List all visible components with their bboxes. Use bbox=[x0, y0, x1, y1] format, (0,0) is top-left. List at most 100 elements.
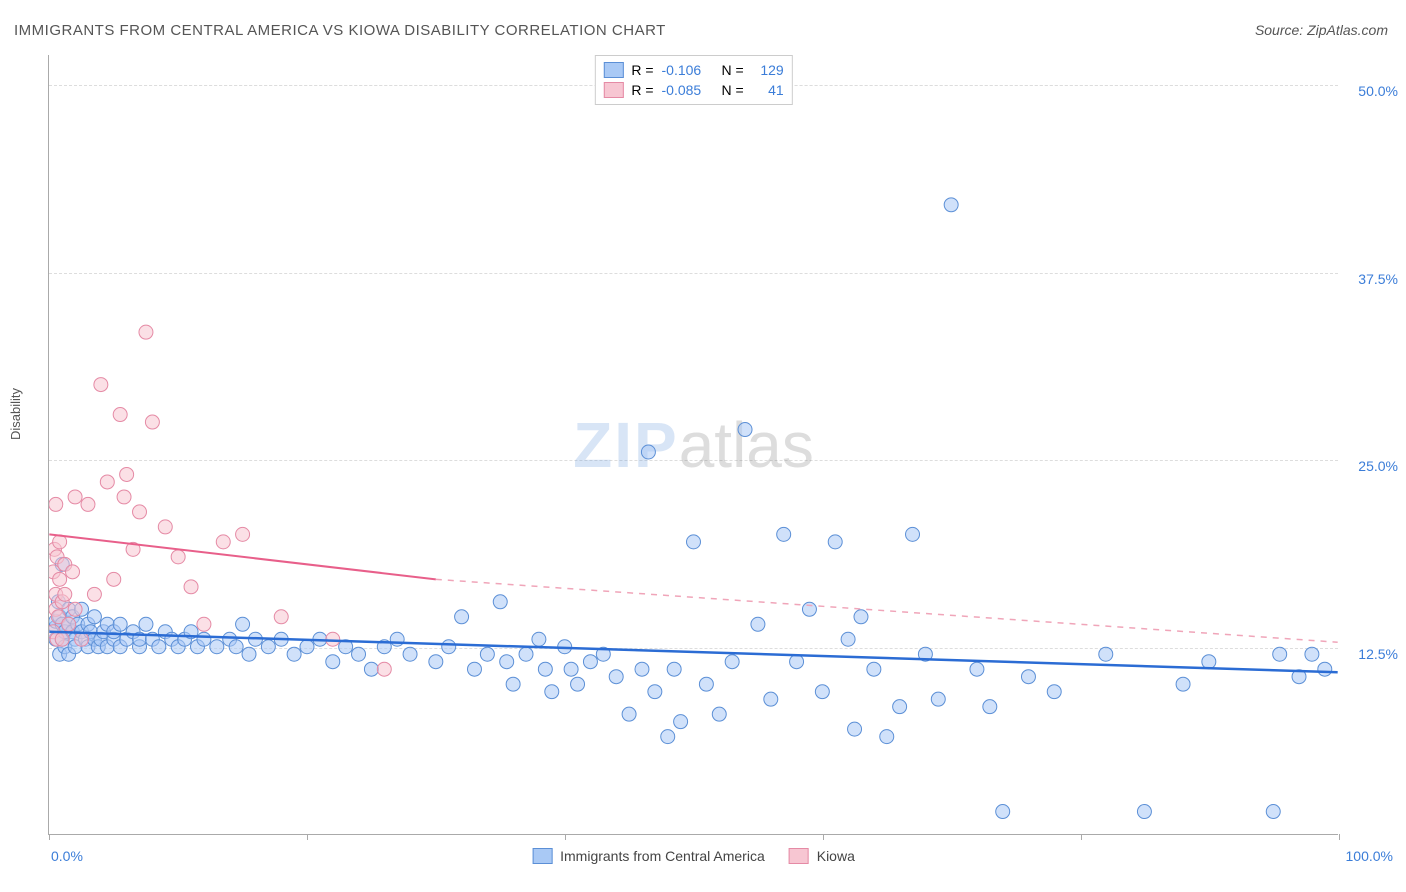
n-label: N = bbox=[722, 62, 744, 78]
data-point bbox=[152, 640, 166, 654]
data-point bbox=[687, 535, 701, 549]
data-point bbox=[68, 490, 82, 504]
data-point bbox=[326, 655, 340, 669]
data-point bbox=[751, 617, 765, 631]
data-point bbox=[802, 602, 816, 616]
data-point bbox=[158, 520, 172, 534]
swatch-series-0-bottom bbox=[532, 848, 552, 864]
data-point bbox=[1047, 685, 1061, 699]
y-tick-label: 37.5% bbox=[1343, 271, 1398, 287]
data-point bbox=[236, 617, 250, 631]
data-point bbox=[538, 662, 552, 676]
data-point bbox=[648, 685, 662, 699]
x-tick bbox=[49, 834, 50, 840]
x-tick-label: 100.0% bbox=[1346, 848, 1393, 864]
data-point bbox=[1266, 805, 1280, 819]
data-point bbox=[944, 198, 958, 212]
data-point bbox=[87, 610, 101, 624]
n-value-0: 129 bbox=[752, 62, 784, 78]
data-point bbox=[867, 662, 881, 676]
data-point bbox=[197, 632, 211, 646]
data-point bbox=[300, 640, 314, 654]
trendline bbox=[436, 579, 1338, 642]
data-point bbox=[880, 730, 894, 744]
data-point bbox=[564, 662, 578, 676]
data-point bbox=[66, 565, 80, 579]
legend-stats-row: R = -0.085 N = 41 bbox=[603, 80, 783, 100]
data-point bbox=[216, 535, 230, 549]
x-tick bbox=[823, 834, 824, 840]
data-point bbox=[970, 662, 984, 676]
data-point bbox=[62, 617, 76, 631]
data-point bbox=[983, 700, 997, 714]
data-point bbox=[609, 670, 623, 684]
data-point bbox=[1202, 655, 1216, 669]
data-point bbox=[236, 527, 250, 541]
data-point bbox=[545, 685, 559, 699]
data-point bbox=[364, 662, 378, 676]
data-point bbox=[429, 655, 443, 669]
data-point bbox=[1273, 647, 1287, 661]
data-point bbox=[841, 632, 855, 646]
data-point bbox=[210, 640, 224, 654]
data-point bbox=[571, 677, 585, 691]
data-point bbox=[1318, 662, 1332, 676]
chart-title: IMMIGRANTS FROM CENTRAL AMERICA VS KIOWA… bbox=[14, 22, 666, 39]
swatch-series-1-bottom bbox=[789, 848, 809, 864]
plot-svg bbox=[49, 55, 1338, 834]
data-point bbox=[184, 580, 198, 594]
data-point bbox=[493, 595, 507, 609]
data-point bbox=[790, 655, 804, 669]
data-point bbox=[764, 692, 778, 706]
data-point bbox=[893, 700, 907, 714]
data-point bbox=[661, 730, 675, 744]
data-point bbox=[171, 550, 185, 564]
data-point bbox=[55, 632, 69, 646]
data-point bbox=[113, 617, 127, 631]
data-point bbox=[81, 497, 95, 511]
data-point bbox=[390, 632, 404, 646]
data-point bbox=[635, 662, 649, 676]
y-tick-label: 25.0% bbox=[1343, 458, 1398, 474]
x-tick bbox=[565, 834, 566, 840]
data-point bbox=[480, 647, 494, 661]
data-point bbox=[815, 685, 829, 699]
source-label: Source: ZipAtlas.com bbox=[1255, 22, 1388, 38]
legend-item-1: Kiowa bbox=[789, 848, 855, 864]
data-point bbox=[455, 610, 469, 624]
x-tick bbox=[307, 834, 308, 840]
r-value-1: -0.085 bbox=[662, 82, 714, 98]
data-point bbox=[120, 467, 134, 481]
data-point bbox=[854, 610, 868, 624]
data-point bbox=[712, 707, 726, 721]
data-point bbox=[287, 647, 301, 661]
data-point bbox=[75, 632, 89, 646]
legend-stats-row: R = -0.106 N = 129 bbox=[603, 60, 783, 80]
data-point bbox=[699, 677, 713, 691]
data-point bbox=[583, 655, 597, 669]
data-point bbox=[777, 527, 791, 541]
data-point bbox=[261, 640, 275, 654]
data-point bbox=[352, 647, 366, 661]
data-point bbox=[506, 677, 520, 691]
data-point bbox=[133, 505, 147, 519]
legend-label-1: Kiowa bbox=[817, 848, 855, 864]
data-point bbox=[996, 805, 1010, 819]
swatch-series-0 bbox=[603, 62, 623, 78]
n-label: N = bbox=[722, 82, 744, 98]
data-point bbox=[94, 378, 108, 392]
data-point bbox=[274, 610, 288, 624]
data-point bbox=[532, 632, 546, 646]
r-label: R = bbox=[631, 82, 653, 98]
x-tick-label: 0.0% bbox=[51, 848, 83, 864]
data-point bbox=[139, 617, 153, 631]
data-point bbox=[53, 572, 67, 586]
data-point bbox=[931, 692, 945, 706]
data-point bbox=[1176, 677, 1190, 691]
y-axis-label: Disability bbox=[8, 388, 23, 440]
data-point bbox=[500, 655, 514, 669]
data-point bbox=[738, 423, 752, 437]
data-point bbox=[58, 587, 72, 601]
legend-series: Immigrants from Central America Kiowa bbox=[532, 848, 855, 864]
legend-label-0: Immigrants from Central America bbox=[560, 848, 765, 864]
